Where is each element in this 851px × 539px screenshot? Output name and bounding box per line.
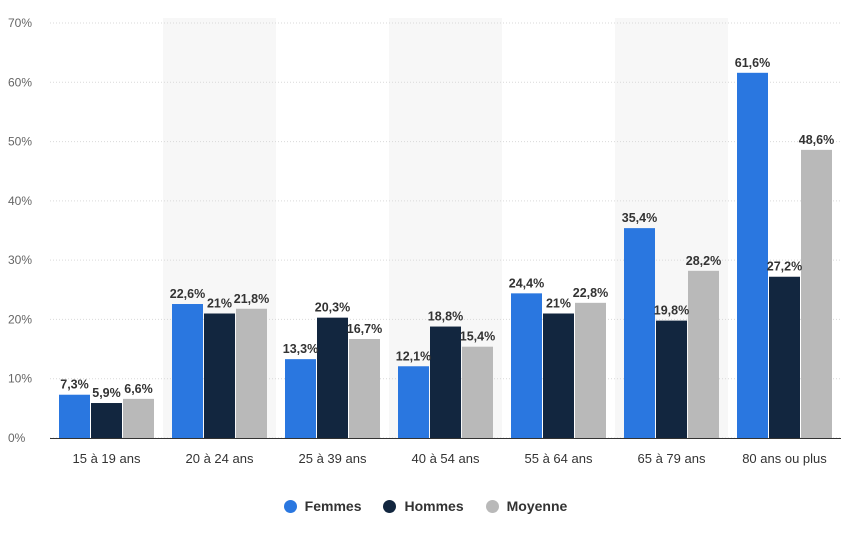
- data-label: 61,6%: [735, 56, 770, 70]
- bar-moyenne[interactable]: [575, 302, 606, 438]
- legend-marker-femmes: [283, 499, 297, 513]
- bar-moyenne[interactable]: [801, 149, 832, 438]
- data-label: 7,3%: [60, 378, 89, 392]
- data-label: 15,4%: [460, 330, 495, 344]
- bar-femmes[interactable]: [172, 304, 203, 438]
- y-tick-label: 70%: [8, 16, 32, 30]
- bar-moyenne[interactable]: [462, 346, 493, 438]
- legend-label: Femmes: [304, 498, 362, 514]
- data-label: 21%: [546, 297, 571, 311]
- x-tick-label: 25 à 39 ans: [299, 451, 367, 466]
- x-tick-label: 40 à 54 ans: [412, 451, 480, 466]
- y-tick-label: 40%: [8, 194, 32, 208]
- data-label: 22,8%: [573, 286, 608, 300]
- data-label: 18,8%: [428, 310, 463, 324]
- bar-hommes[interactable]: [656, 320, 687, 438]
- bar-hommes[interactable]: [91, 403, 122, 438]
- data-label: 48,6%: [799, 133, 834, 147]
- y-axis: 0% 10% 20% 30% 40% 50% 60% 70%: [8, 16, 32, 445]
- data-label: 20,3%: [315, 301, 350, 315]
- legend-marker-hommes: [383, 499, 397, 513]
- legend-item-moyenne[interactable]: Moyenne: [485, 498, 568, 514]
- legend-label: Hommes: [404, 498, 464, 514]
- bar-hommes[interactable]: [543, 313, 574, 439]
- data-label: 24,4%: [509, 276, 544, 290]
- legend: Femmes Hommes Moyenne: [0, 498, 851, 514]
- alternating-bands: [163, 18, 728, 438]
- y-tick-label: 10%: [8, 372, 32, 386]
- bar-femmes[interactable]: [398, 366, 429, 438]
- x-tick-label: 65 à 79 ans: [638, 451, 706, 466]
- y-tick-label: 20%: [8, 312, 32, 326]
- legend-marker-moyenne: [485, 499, 499, 513]
- data-label: 5,9%: [92, 386, 121, 400]
- data-label: 16,7%: [347, 322, 382, 336]
- x-tick-label: 80 ans ou plus: [742, 451, 827, 466]
- bar-moyenne[interactable]: [349, 338, 380, 438]
- bar-hommes[interactable]: [317, 317, 348, 438]
- x-tick-label: 20 à 24 ans: [186, 451, 254, 466]
- data-label: 21,8%: [234, 292, 269, 306]
- bar-moyenne[interactable]: [688, 270, 719, 438]
- bar-femmes[interactable]: [737, 72, 768, 439]
- data-label: 19,8%: [654, 304, 689, 318]
- data-label: 21%: [207, 297, 232, 311]
- bars: [59, 72, 832, 439]
- bar-hommes[interactable]: [769, 276, 800, 438]
- bar-femmes[interactable]: [624, 228, 655, 438]
- y-tick-label: 30%: [8, 253, 32, 267]
- y-tick-label: 0%: [8, 431, 26, 445]
- bar-hommes[interactable]: [430, 326, 461, 438]
- data-label: 13,3%: [283, 342, 318, 356]
- data-label: 27,2%: [767, 260, 802, 274]
- data-label: 28,2%: [686, 254, 721, 268]
- data-label: 6,6%: [124, 382, 153, 396]
- y-tick-label: 50%: [8, 135, 32, 149]
- bar-femmes[interactable]: [285, 359, 316, 438]
- bar-femmes[interactable]: [511, 293, 542, 438]
- x-tick-label: 15 à 19 ans: [73, 451, 141, 466]
- bar-femmes[interactable]: [59, 394, 90, 438]
- y-tick-label: 60%: [8, 75, 32, 89]
- data-label: 22,6%: [170, 287, 205, 301]
- bar-hommes[interactable]: [204, 313, 235, 439]
- x-axis: 15 à 19 ans 20 à 24 ans 25 à 39 ans 40 à 54…: [50, 438, 841, 466]
- x-tick-label: 55 à 64 ans: [525, 451, 593, 466]
- data-label: 35,4%: [622, 211, 657, 225]
- bar-moyenne[interactable]: [236, 308, 267, 438]
- legend-item-femmes[interactable]: Femmes: [283, 498, 362, 514]
- data-label: 12,1%: [396, 349, 431, 363]
- bar-moyenne[interactable]: [123, 398, 154, 438]
- data-labels: 7,3%5,9% 6,6%22,6%21% 21,8%13,3%20,3%16,7%…: [60, 56, 834, 400]
- legend-item-hommes[interactable]: Hommes: [383, 498, 464, 514]
- legend-label: Moyenne: [506, 498, 568, 514]
